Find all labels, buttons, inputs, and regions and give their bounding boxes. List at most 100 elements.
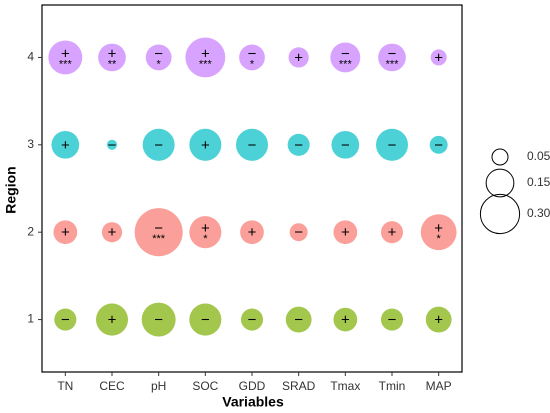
bubble xyxy=(333,220,358,245)
stars: *** xyxy=(386,58,400,70)
bubble xyxy=(240,220,264,245)
x-tick-label: GDD xyxy=(239,379,266,393)
legend-key xyxy=(491,148,509,166)
x-tick-label: pH xyxy=(151,379,166,393)
sign: − xyxy=(61,312,70,329)
sign: + xyxy=(108,45,117,62)
y-tick-label: 1 xyxy=(27,312,34,326)
legend-key xyxy=(485,168,515,198)
bubble xyxy=(420,214,457,251)
y-axis-label: Region xyxy=(3,166,19,213)
bubble xyxy=(98,43,126,72)
stars: * xyxy=(437,233,442,245)
sign: − xyxy=(341,137,350,154)
bubble xyxy=(54,308,77,331)
bubble xyxy=(48,40,83,75)
x-tick-label: MAP xyxy=(426,379,452,393)
stars: * xyxy=(157,58,162,70)
legend-label: 0.15 xyxy=(527,175,550,189)
bubble xyxy=(239,44,265,71)
bubble xyxy=(430,49,447,66)
bubble xyxy=(380,221,404,244)
bubble xyxy=(375,128,409,161)
bubble xyxy=(134,208,183,257)
sign: − xyxy=(248,45,257,62)
sign: + xyxy=(341,224,350,241)
bubble xyxy=(378,43,406,72)
sign: + xyxy=(248,224,257,241)
bubble xyxy=(287,133,310,156)
legend-label: 0.30 xyxy=(527,206,550,220)
bubble xyxy=(333,307,358,332)
bubble xyxy=(285,306,312,333)
sign: + xyxy=(61,45,70,62)
sign: + xyxy=(108,224,117,241)
sign: + xyxy=(108,312,117,329)
sign: − xyxy=(154,45,163,62)
bubble xyxy=(101,222,123,243)
bubble xyxy=(331,130,360,159)
sign: − xyxy=(388,137,397,154)
bubble xyxy=(429,135,448,154)
sign: + xyxy=(201,137,210,154)
bubble xyxy=(95,303,129,336)
sign: + xyxy=(201,45,210,62)
bubble xyxy=(142,128,175,161)
bubble xyxy=(185,37,226,78)
x-axis-label: Variables xyxy=(222,394,284,410)
stars: * xyxy=(203,233,208,245)
sign: − xyxy=(154,137,163,154)
sign: − xyxy=(341,45,350,62)
sign: + xyxy=(434,312,443,329)
bubble xyxy=(189,128,222,161)
sign: + xyxy=(294,49,303,66)
legend-label: 0.05 xyxy=(527,149,550,163)
sign: − xyxy=(201,312,210,329)
stars: *** xyxy=(199,58,213,70)
sign: + xyxy=(201,220,210,237)
bubble xyxy=(288,47,309,68)
stars: *** xyxy=(339,58,353,70)
stars: *** xyxy=(152,233,166,245)
sign: − xyxy=(108,137,117,154)
stars: * xyxy=(250,58,255,70)
bubble xyxy=(145,44,172,71)
x-tick-label: Tmax xyxy=(330,379,360,393)
bubble xyxy=(53,220,78,245)
bubble xyxy=(330,42,361,73)
bubble xyxy=(425,306,452,333)
sign: − xyxy=(154,312,163,329)
stars: ** xyxy=(108,58,117,70)
bubble xyxy=(141,302,176,337)
bubble xyxy=(189,303,222,336)
sign: − xyxy=(294,312,303,329)
y-tick-label: 3 xyxy=(27,137,34,151)
sign: − xyxy=(294,137,303,154)
bubble xyxy=(240,308,264,331)
bubble xyxy=(106,139,118,150)
sign: − xyxy=(248,312,257,329)
bubble xyxy=(51,130,80,159)
bubble xyxy=(289,223,308,242)
sign: + xyxy=(61,224,70,241)
x-tick-label: TN xyxy=(57,379,73,393)
x-tick-label: SRAD xyxy=(282,379,316,393)
sign: − xyxy=(434,137,443,154)
sign: − xyxy=(294,224,303,241)
stars: *** xyxy=(59,58,73,70)
sign: + xyxy=(434,220,443,237)
y-tick-label: 2 xyxy=(27,224,34,238)
bubble xyxy=(235,128,269,161)
sign: + xyxy=(434,49,443,66)
sign: + xyxy=(61,137,70,154)
y-tick-label: 4 xyxy=(27,50,34,64)
sign: − xyxy=(388,312,397,329)
x-tick-label: CEC xyxy=(99,379,125,393)
x-tick-label: SOC xyxy=(192,379,218,393)
bubble xyxy=(380,308,404,331)
sign: − xyxy=(154,220,163,237)
sign: + xyxy=(341,312,350,329)
x-tick-label: Tmin xyxy=(379,379,406,393)
sign: + xyxy=(388,224,397,241)
